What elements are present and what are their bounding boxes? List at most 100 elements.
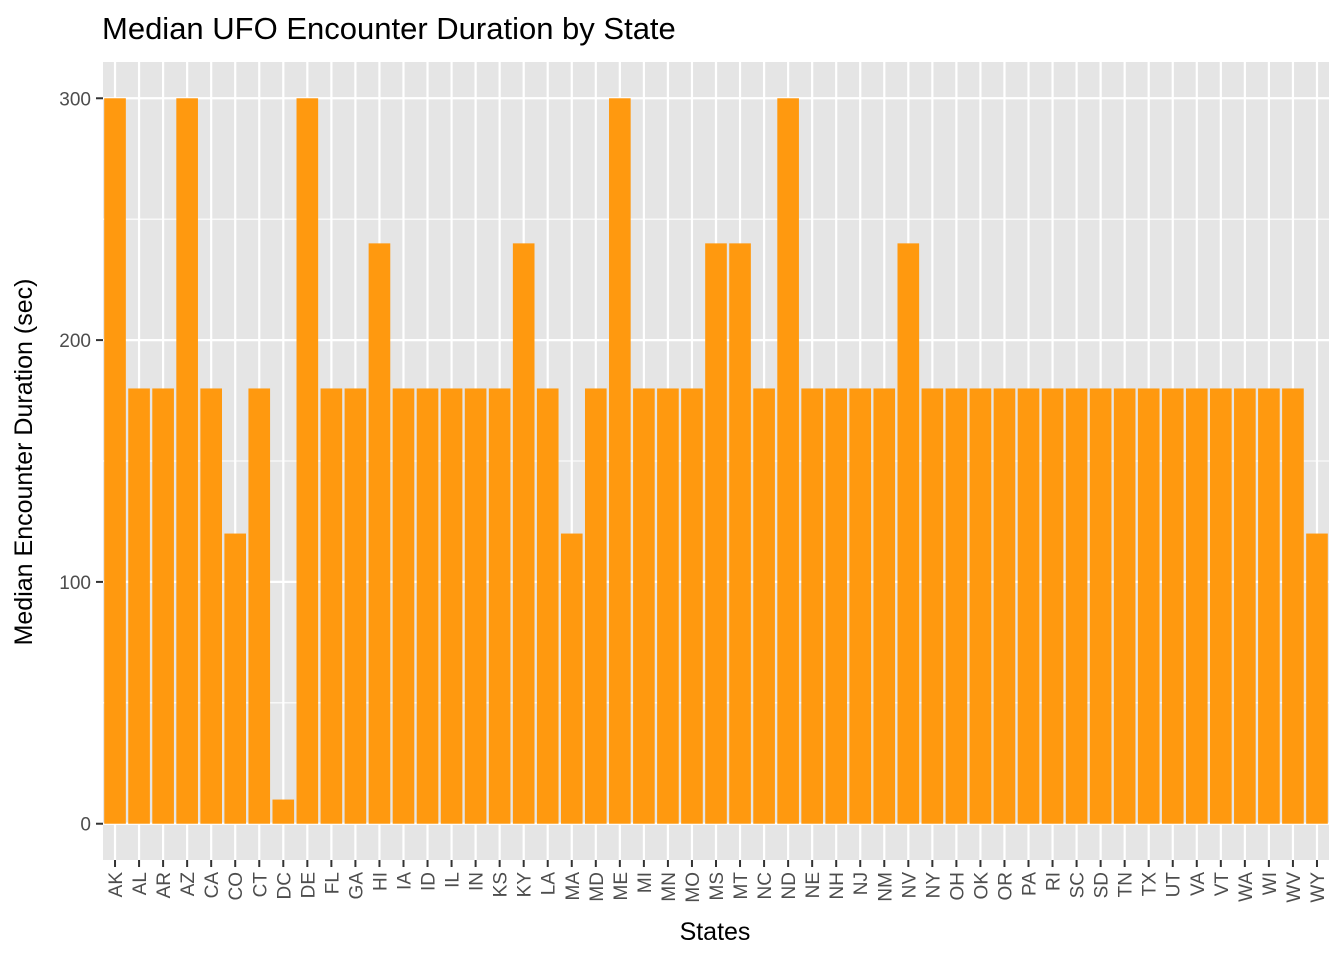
x-tick-label: MD xyxy=(587,872,608,902)
bar-wi xyxy=(1258,388,1280,824)
bar-hi xyxy=(368,243,391,824)
y-axis: 0 100 200 300 xyxy=(59,89,103,836)
x-tick-label: MN xyxy=(659,872,680,902)
x-tick-label: VT xyxy=(1212,872,1233,897)
x-tick-label: SC xyxy=(1068,872,1089,898)
x-tick-label: AR xyxy=(154,872,175,898)
x-tick-label: NM xyxy=(875,872,896,902)
x-tick-label: OH xyxy=(947,872,968,901)
x-tick-label: VA xyxy=(1188,872,1209,896)
x-axis: AK AL AR AZ CA CO CT DC DE FL GA HI IA ID IL IN KS KY LA MA… xyxy=(106,860,1329,903)
bar-nj xyxy=(849,388,872,824)
bar-mo xyxy=(681,388,703,824)
bar-me xyxy=(609,98,631,824)
bar-ca xyxy=(200,388,222,824)
bar-wy xyxy=(1306,533,1328,824)
x-tick-label: MA xyxy=(563,872,584,901)
bar-ak xyxy=(104,98,126,824)
bar-mn xyxy=(657,388,679,824)
x-tick-label: WI xyxy=(1260,872,1281,895)
bar-fl xyxy=(320,388,343,824)
bar-ny xyxy=(921,388,944,824)
x-tick-label: GA xyxy=(346,872,367,900)
x-tick-label: DE xyxy=(298,872,319,898)
bar-nv xyxy=(897,243,920,824)
x-tick-label: OK xyxy=(971,872,992,900)
x-tick-label: WV xyxy=(1284,872,1305,903)
bar-la xyxy=(536,388,559,824)
x-tick-label: TX xyxy=(1140,872,1161,897)
bar-in xyxy=(464,388,487,824)
x-tick-label: KY xyxy=(515,872,536,898)
x-tick-label: MO xyxy=(683,872,704,903)
x-tick-label: TN xyxy=(1116,872,1137,897)
bar-tx xyxy=(1137,388,1160,824)
x-tick-label: MT xyxy=(731,872,752,900)
bar-wa xyxy=(1234,388,1256,824)
x-tick-label: MS xyxy=(707,872,728,901)
bar-sd xyxy=(1089,388,1112,824)
bar-wv xyxy=(1282,388,1304,824)
x-tick-label: NC xyxy=(755,872,776,899)
y-tick-label: 0 xyxy=(80,815,91,836)
bar-co xyxy=(224,533,247,824)
x-tick-label: NJ xyxy=(851,872,872,895)
bar-de xyxy=(296,98,319,824)
x-tick-label: KS xyxy=(491,872,512,897)
bar-nh xyxy=(825,388,848,824)
bar-ut xyxy=(1161,388,1184,824)
bars xyxy=(104,98,1328,824)
x-tick-label: ID xyxy=(419,872,440,891)
bar-sc xyxy=(1065,388,1088,824)
bar-nd xyxy=(777,98,799,824)
x-tick-label: IN xyxy=(467,872,488,891)
bar-az xyxy=(176,98,198,824)
bar-ms xyxy=(705,243,727,824)
x-tick-label: WY xyxy=(1308,872,1329,903)
bar-ga xyxy=(344,388,367,824)
bar-ok xyxy=(969,388,992,824)
y-axis-title: Median Encounter Duration (sec) xyxy=(10,279,38,646)
bar-pa xyxy=(1017,388,1040,824)
y-tick-label: 300 xyxy=(59,89,91,110)
bar-nm xyxy=(873,388,896,824)
x-tick-label: ME xyxy=(611,872,632,901)
bar-il xyxy=(440,388,463,824)
bar-ma xyxy=(560,533,583,824)
x-tick-label: OR xyxy=(995,872,1016,901)
bar-mt xyxy=(729,243,751,824)
x-tick-label: FL xyxy=(322,872,343,894)
bar-or xyxy=(993,388,1016,824)
bar-ky xyxy=(512,243,535,824)
x-tick-label: AZ xyxy=(178,872,199,897)
x-tick-label: NY xyxy=(923,872,944,899)
x-tick-label: UT xyxy=(1164,872,1185,898)
bar-vt xyxy=(1210,388,1232,824)
x-tick-label: NE xyxy=(803,872,824,898)
bar-dc xyxy=(272,799,295,824)
bar-ar xyxy=(152,388,174,824)
bar-md xyxy=(584,388,607,824)
y-tick-label: 100 xyxy=(59,573,91,594)
x-tick-label: MI xyxy=(635,872,656,893)
bar-id xyxy=(416,388,439,824)
x-tick-label: RI xyxy=(1044,872,1065,891)
x-tick-label: HI xyxy=(370,872,391,891)
y-tick-label: 200 xyxy=(59,331,91,352)
x-axis-title: States xyxy=(680,918,751,946)
chart-title: Median UFO Encounter Duration by State xyxy=(102,11,676,46)
bar-tn xyxy=(1113,388,1136,824)
x-tick-label: CT xyxy=(250,872,271,898)
x-tick-label: LA xyxy=(539,872,560,896)
x-tick-label: DC xyxy=(274,872,295,899)
bar-ct xyxy=(248,388,271,824)
x-tick-label: WA xyxy=(1236,872,1257,902)
x-tick-label: SD xyxy=(1092,872,1113,898)
x-tick-label: CO xyxy=(226,872,247,901)
x-tick-label: ND xyxy=(779,872,800,899)
x-tick-label: PA xyxy=(1020,872,1041,896)
bar-ks xyxy=(488,388,511,824)
bar-oh xyxy=(945,388,968,824)
